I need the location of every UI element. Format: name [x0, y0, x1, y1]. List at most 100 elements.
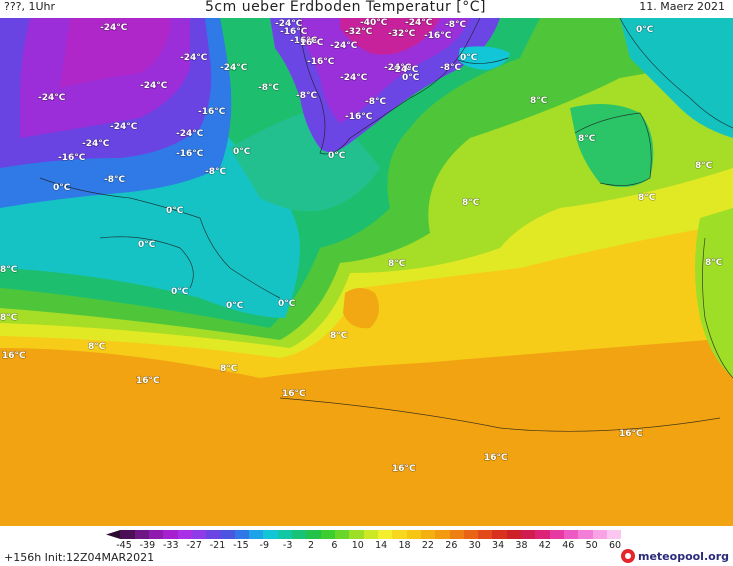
color-scale-tick-label: -39: [139, 540, 156, 551]
temp-label: 8°C: [88, 342, 106, 352]
color-scale-segment: [335, 530, 350, 539]
header-bar: ???, 1Uhr 5cm ueber Erdboden Temperatur …: [0, 0, 733, 18]
temp-label: 0°C: [233, 147, 251, 157]
temp-label: -16°C: [424, 31, 452, 41]
color-scale-segment: [106, 530, 121, 539]
color-scale-segment: [392, 530, 407, 539]
temp-label: -8°C: [205, 167, 226, 177]
color-scale-tick-label: 6: [331, 540, 338, 551]
temp-label: -24°C: [384, 63, 412, 73]
color-scale-segment: [492, 530, 507, 539]
color-scale-segment: [377, 530, 393, 539]
color-scale-tick-label: 2: [308, 540, 315, 551]
brand-text: meteopool.org: [638, 549, 729, 563]
color-scale-tick-label: 50: [585, 540, 598, 551]
temp-label: -32°C: [388, 29, 416, 39]
color-scale-tick-label: -33: [162, 540, 179, 551]
temp-label: 0°C: [138, 240, 156, 250]
temp-label: -24°C: [110, 122, 138, 132]
temp-label: 16°C: [484, 453, 508, 463]
temp-label: -24°C: [340, 73, 368, 83]
forecast-date: 11. Maerz 2021: [639, 0, 725, 13]
color-scale-segment: [263, 530, 278, 539]
temp-label: 0°C: [226, 301, 244, 311]
temp-label: -40°C: [360, 18, 388, 28]
temp-label: -8°C: [440, 63, 461, 73]
temp-label: -8°C: [445, 20, 466, 30]
color-scale-tick-label: 42: [538, 540, 551, 551]
color-scale-segment: [206, 530, 221, 539]
color-scale-segment: [535, 530, 550, 539]
color-scale-segment: [420, 530, 436, 539]
color-scale-segment: [521, 530, 536, 539]
temp-label: -24°C: [220, 63, 248, 73]
color-scale-segment: [163, 530, 178, 539]
color-scale-tick-label: -15: [233, 540, 249, 551]
color-scale-tick-label: 18: [398, 540, 411, 551]
temp-label: 0°C: [402, 73, 420, 83]
color-scale-tick-label: 46: [562, 540, 575, 551]
temp-label: 0°C: [636, 25, 654, 35]
color-scale-segment: [463, 530, 479, 539]
temp-label: -16°C: [198, 107, 226, 117]
color-scale-segment: [249, 530, 264, 539]
temp-label: -16°C: [307, 57, 335, 67]
temp-label: 0°C: [328, 151, 346, 161]
temp-label: -24°C: [82, 139, 110, 149]
temp-label: 16°C: [2, 351, 26, 361]
temp-label: -8°C: [258, 83, 279, 93]
color-scale-segment: [449, 530, 464, 539]
color-scale-segment: [363, 530, 378, 539]
color-scale-segment: [506, 530, 522, 539]
color-scale-tick-label: 30: [468, 540, 481, 551]
map-title: 5cm ueber Erdboden Temperatur [°C]: [205, 0, 486, 15]
color-scale-segment: [592, 530, 607, 539]
temp-label: -24°C: [275, 19, 303, 29]
color-scale-segment: [549, 530, 564, 539]
temp-label: 8°C: [695, 161, 713, 171]
temp-label: 8°C: [638, 193, 656, 203]
temp-label: 8°C: [530, 96, 548, 106]
color-scale-tick-label: 14: [375, 540, 388, 551]
temp-label: -8°C: [296, 91, 317, 101]
temperature-labels: -24°C -24°C -24°C -24°C -16°C -16°C -24°…: [0, 18, 723, 475]
temp-label: -8°C: [104, 175, 125, 185]
temp-label: -16°C: [345, 112, 373, 122]
color-scale-tick-label: -27: [186, 540, 202, 551]
color-scale-segment: [134, 530, 149, 539]
temp-label: -24°C: [38, 93, 66, 103]
color-scale-tick-label: -9: [259, 540, 270, 551]
temp-label: 16°C: [282, 389, 306, 399]
temp-label: 8°C: [705, 258, 723, 268]
temp-label: -24°C: [405, 18, 433, 28]
color-scale-segment: [435, 530, 450, 539]
temperature-field: -24°C -24°C -24°C -24°C -16°C -16°C -24°…: [0, 18, 733, 526]
color-scale-segment: [292, 530, 307, 539]
temp-label: 8°C: [462, 198, 480, 208]
temp-label: 0°C: [53, 183, 71, 193]
temp-label: 16°C: [619, 429, 643, 439]
color-scale-tick-label: -3: [282, 540, 293, 551]
init-run-label: +156h Init:12Z04MAR2021: [4, 551, 155, 564]
color-scale-segment: [349, 530, 364, 539]
temp-label: -16°C: [290, 36, 318, 46]
temp-label: 8°C: [388, 259, 406, 269]
temp-label: 8°C: [0, 265, 18, 275]
temp-label: -16°C: [280, 27, 308, 37]
temp-label: -24°C: [140, 81, 168, 91]
color-scale-tick-label: 38: [515, 540, 528, 551]
color-scale-tick-label: 60: [608, 540, 622, 551]
color-scale-bar: [106, 530, 622, 539]
temp-label: -24°C: [330, 41, 358, 51]
color-scale-segment: [320, 530, 335, 539]
color-scale-segment: [177, 530, 192, 539]
temp-label: 0°C: [460, 53, 478, 63]
color-scale-segment: [478, 530, 493, 539]
color-scale-segment: [306, 530, 321, 539]
temp-label: -24°C: [391, 65, 419, 75]
color-scale-segment: [120, 530, 135, 539]
brand-logo[interactable]: meteopool.org: [621, 548, 729, 564]
color-scale-tick-label: 22: [421, 540, 434, 551]
temp-label: 8°C: [578, 134, 596, 144]
color-scale-ticks: -45 -39 -33 -27 -21 -15 -9 -3 2 6 10 14 18 22 26 30 34 38…: [106, 540, 621, 552]
